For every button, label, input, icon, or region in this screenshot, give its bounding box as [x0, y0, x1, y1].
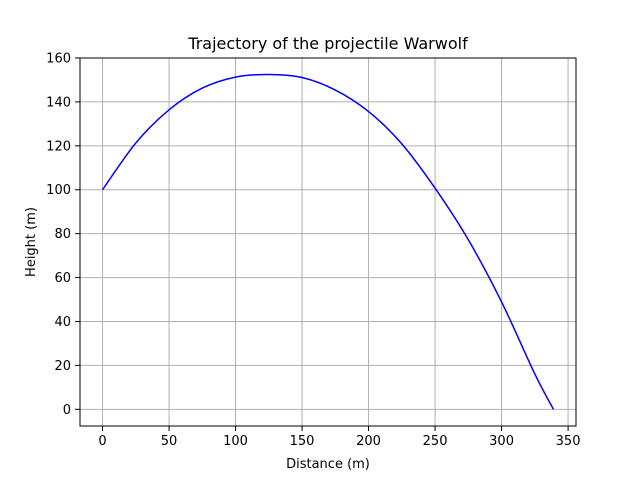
axis-ticks: 0 50 100 150 200 250 300 350 0 20 40 60 80 100 120 140 1… — [46, 52, 580, 450]
data-series — [101, 73, 555, 410]
plot-frame — [79, 57, 577, 427]
y-tick-label: 120 — [46, 139, 71, 154]
x-tick-label: 200 — [356, 434, 381, 449]
y-tick-label: 160 — [46, 52, 71, 67]
y-axis-label: Height (m) — [24, 207, 39, 277]
series-line-0 — [101, 73, 555, 410]
x-tick-label: 300 — [489, 434, 514, 449]
x-tick-label: 250 — [423, 434, 448, 449]
y-tick-label: 140 — [46, 95, 71, 110]
chart-title: Trajectory of the projectile Warwolf — [187, 34, 468, 53]
y-tick-label: 80 — [54, 227, 71, 242]
y-tick-label: 40 — [54, 315, 71, 330]
y-tick-label: 20 — [54, 359, 71, 374]
x-tick-label: 150 — [290, 434, 315, 449]
x-tick-label: 100 — [223, 434, 248, 449]
y-tick-label: 60 — [54, 271, 71, 286]
y-tick-label: 100 — [46, 183, 71, 198]
y-tick-label: 0 — [63, 403, 71, 418]
x-axis-label: Distance (m) — [286, 457, 370, 472]
x-tick-label: 350 — [556, 434, 581, 449]
x-tick-label: 0 — [98, 434, 106, 449]
x-tick-label: 50 — [161, 434, 178, 449]
